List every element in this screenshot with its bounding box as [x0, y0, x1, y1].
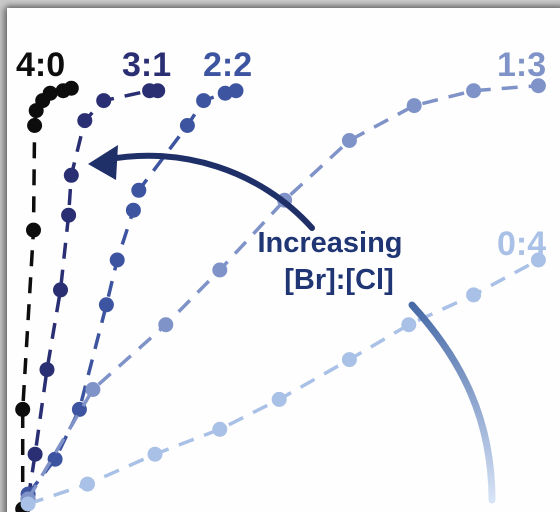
data-point-2-2-5: [125, 202, 141, 218]
increasing-arrow-head: [88, 145, 118, 180]
data-point-4-0-3: [27, 118, 43, 133]
data-point-2-2-3: [98, 297, 114, 313]
data-point-0-4-1: [80, 476, 95, 492]
series-line-3-1: [26, 88, 158, 500]
series-label-0-4: 0:4: [497, 225, 546, 263]
series-4-0: [15, 80, 79, 512]
data-point-2-2-10: [228, 83, 244, 99]
data-point-3-1-9: [150, 83, 166, 99]
series-0-4: [20, 252, 546, 512]
data-point-4-0-1: [15, 401, 31, 417]
data-point-1-3-2: [158, 317, 174, 333]
data-point-2-2-7: [179, 118, 195, 133]
data-point-1-3-5: [341, 133, 357, 148]
label-layer: 4:0 3:1 2:2 1:3 0:4: [16, 46, 546, 263]
data-point-0-4-8: [530, 252, 546, 268]
series-label-3-1: 3:1: [122, 46, 171, 84]
series-label-4-0: 4:0: [16, 46, 65, 84]
annotation-line-1: Increasing: [257, 227, 402, 259]
series-line-4-0: [20, 86, 72, 509]
data-point-3-1-7: [96, 93, 112, 109]
annotation-line-2: [Br]:[Cl]: [284, 264, 394, 296]
series-label-2-2: 2:2: [203, 46, 252, 84]
data-point-1-3-7: [466, 83, 482, 99]
data-point-4-0-2: [26, 222, 41, 238]
data-point-1-3-3: [212, 262, 228, 278]
data-point-0-4-0: [20, 496, 36, 512]
data-point-0-4-7: [466, 287, 482, 303]
data-point-0-4-4: [271, 391, 287, 407]
data-point-2-2-8: [196, 93, 212, 109]
data-point-2-2-6: [131, 182, 147, 198]
annotation-layer: Increasing [Br]:[Cl]: [88, 145, 496, 504]
data-point-4-0-8: [63, 80, 79, 96]
series-label-1-3: 1:3: [497, 46, 546, 84]
data-point-3-1-1: [27, 446, 43, 462]
data-point-3-1-2: [39, 362, 55, 378]
data-point-1-3-1: [85, 382, 101, 397]
data-point-4-0-6: [42, 85, 58, 101]
data-point-3-1-5: [63, 167, 79, 183]
data-point-0-4-6: [401, 317, 417, 333]
data-point-0-4-2: [147, 446, 163, 462]
data-point-3-1-4: [61, 207, 77, 223]
series-layer: [15, 78, 546, 512]
data-point-0-4-3: [212, 421, 228, 437]
data-point-0-4-5: [341, 352, 357, 368]
data-point-3-1-3: [53, 282, 68, 298]
data-point-2-2-4: [109, 252, 125, 268]
series-3-1: [20, 83, 166, 507]
data-point-3-1-6: [77, 113, 93, 129]
series-line-1-3: [26, 83, 539, 500]
increasing-arrow-shaft: [102, 152, 315, 231]
data-point-1-3-8: [530, 78, 546, 94]
increasing-arc-stroke: [408, 301, 496, 504]
data-point-1-3-6: [406, 98, 422, 114]
